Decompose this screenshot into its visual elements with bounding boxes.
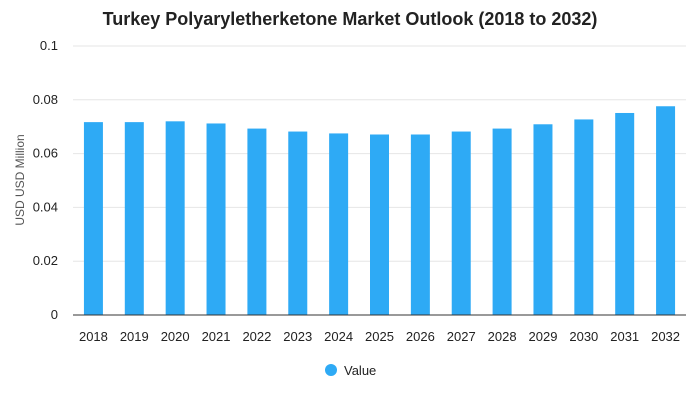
x-tick-label: 2030 — [569, 329, 598, 344]
bar-2019[interactable] — [124, 122, 144, 315]
x-tick-label: 2032 — [651, 329, 680, 344]
bar-series — [83, 106, 676, 316]
bar-2032[interactable] — [656, 106, 676, 315]
x-tick-label: 2029 — [529, 329, 558, 344]
y-tick-label: 0.08 — [33, 92, 58, 107]
x-tick-label: 2025 — [365, 329, 394, 344]
y-tick-label: 0.04 — [33, 199, 58, 214]
bar-2025[interactable] — [370, 134, 389, 315]
legend[interactable]: Value — [325, 363, 376, 378]
x-tick-label: 2019 — [120, 329, 149, 344]
x-tick-label: 2031 — [610, 329, 639, 344]
x-tick-label: 2022 — [242, 329, 271, 344]
legend-swatch-icon — [325, 364, 337, 376]
legend-label: Value — [344, 363, 376, 378]
y-tick-label: 0.1 — [40, 38, 58, 53]
chart-title: Turkey Polyaryletherketone Market Outloo… — [103, 9, 598, 29]
bar-2030[interactable] — [574, 119, 594, 315]
bar-2023[interactable] — [288, 131, 308, 315]
bar-2031[interactable] — [615, 112, 635, 315]
x-tick-label: 2018 — [79, 329, 108, 344]
bar-2027[interactable] — [451, 131, 471, 315]
y-tick-label: 0 — [51, 307, 58, 322]
x-tick-label: 2020 — [161, 329, 190, 344]
bar-2028[interactable] — [492, 128, 512, 315]
y-axis-label: USD USD Million — [13, 134, 27, 225]
bar-2022[interactable] — [247, 128, 267, 315]
x-tick-label: 2021 — [202, 329, 231, 344]
x-tick-label: 2026 — [406, 329, 435, 344]
x-axis-ticks: 2018 2019 2020 2021 2022 2023 2024 2025 2026 2027… — [79, 329, 680, 344]
bar-2021[interactable] — [206, 123, 226, 315]
x-tick-label: 2023 — [283, 329, 312, 344]
bar-2029[interactable] — [533, 124, 553, 316]
bar-2026[interactable] — [410, 134, 430, 315]
y-axis-ticks: 0 0.02 0.04 0.06 0.08 0.1 — [33, 38, 58, 322]
y-tick-label: 0.06 — [33, 146, 58, 161]
x-tick-label: 2024 — [324, 329, 353, 344]
bar-2024[interactable] — [329, 133, 349, 315]
x-tick-label: 2028 — [488, 329, 517, 344]
x-tick-label: 2027 — [447, 329, 476, 344]
bar-2020[interactable] — [165, 121, 185, 315]
y-tick-label: 0.02 — [33, 253, 58, 268]
bar-2018[interactable] — [83, 122, 103, 315]
